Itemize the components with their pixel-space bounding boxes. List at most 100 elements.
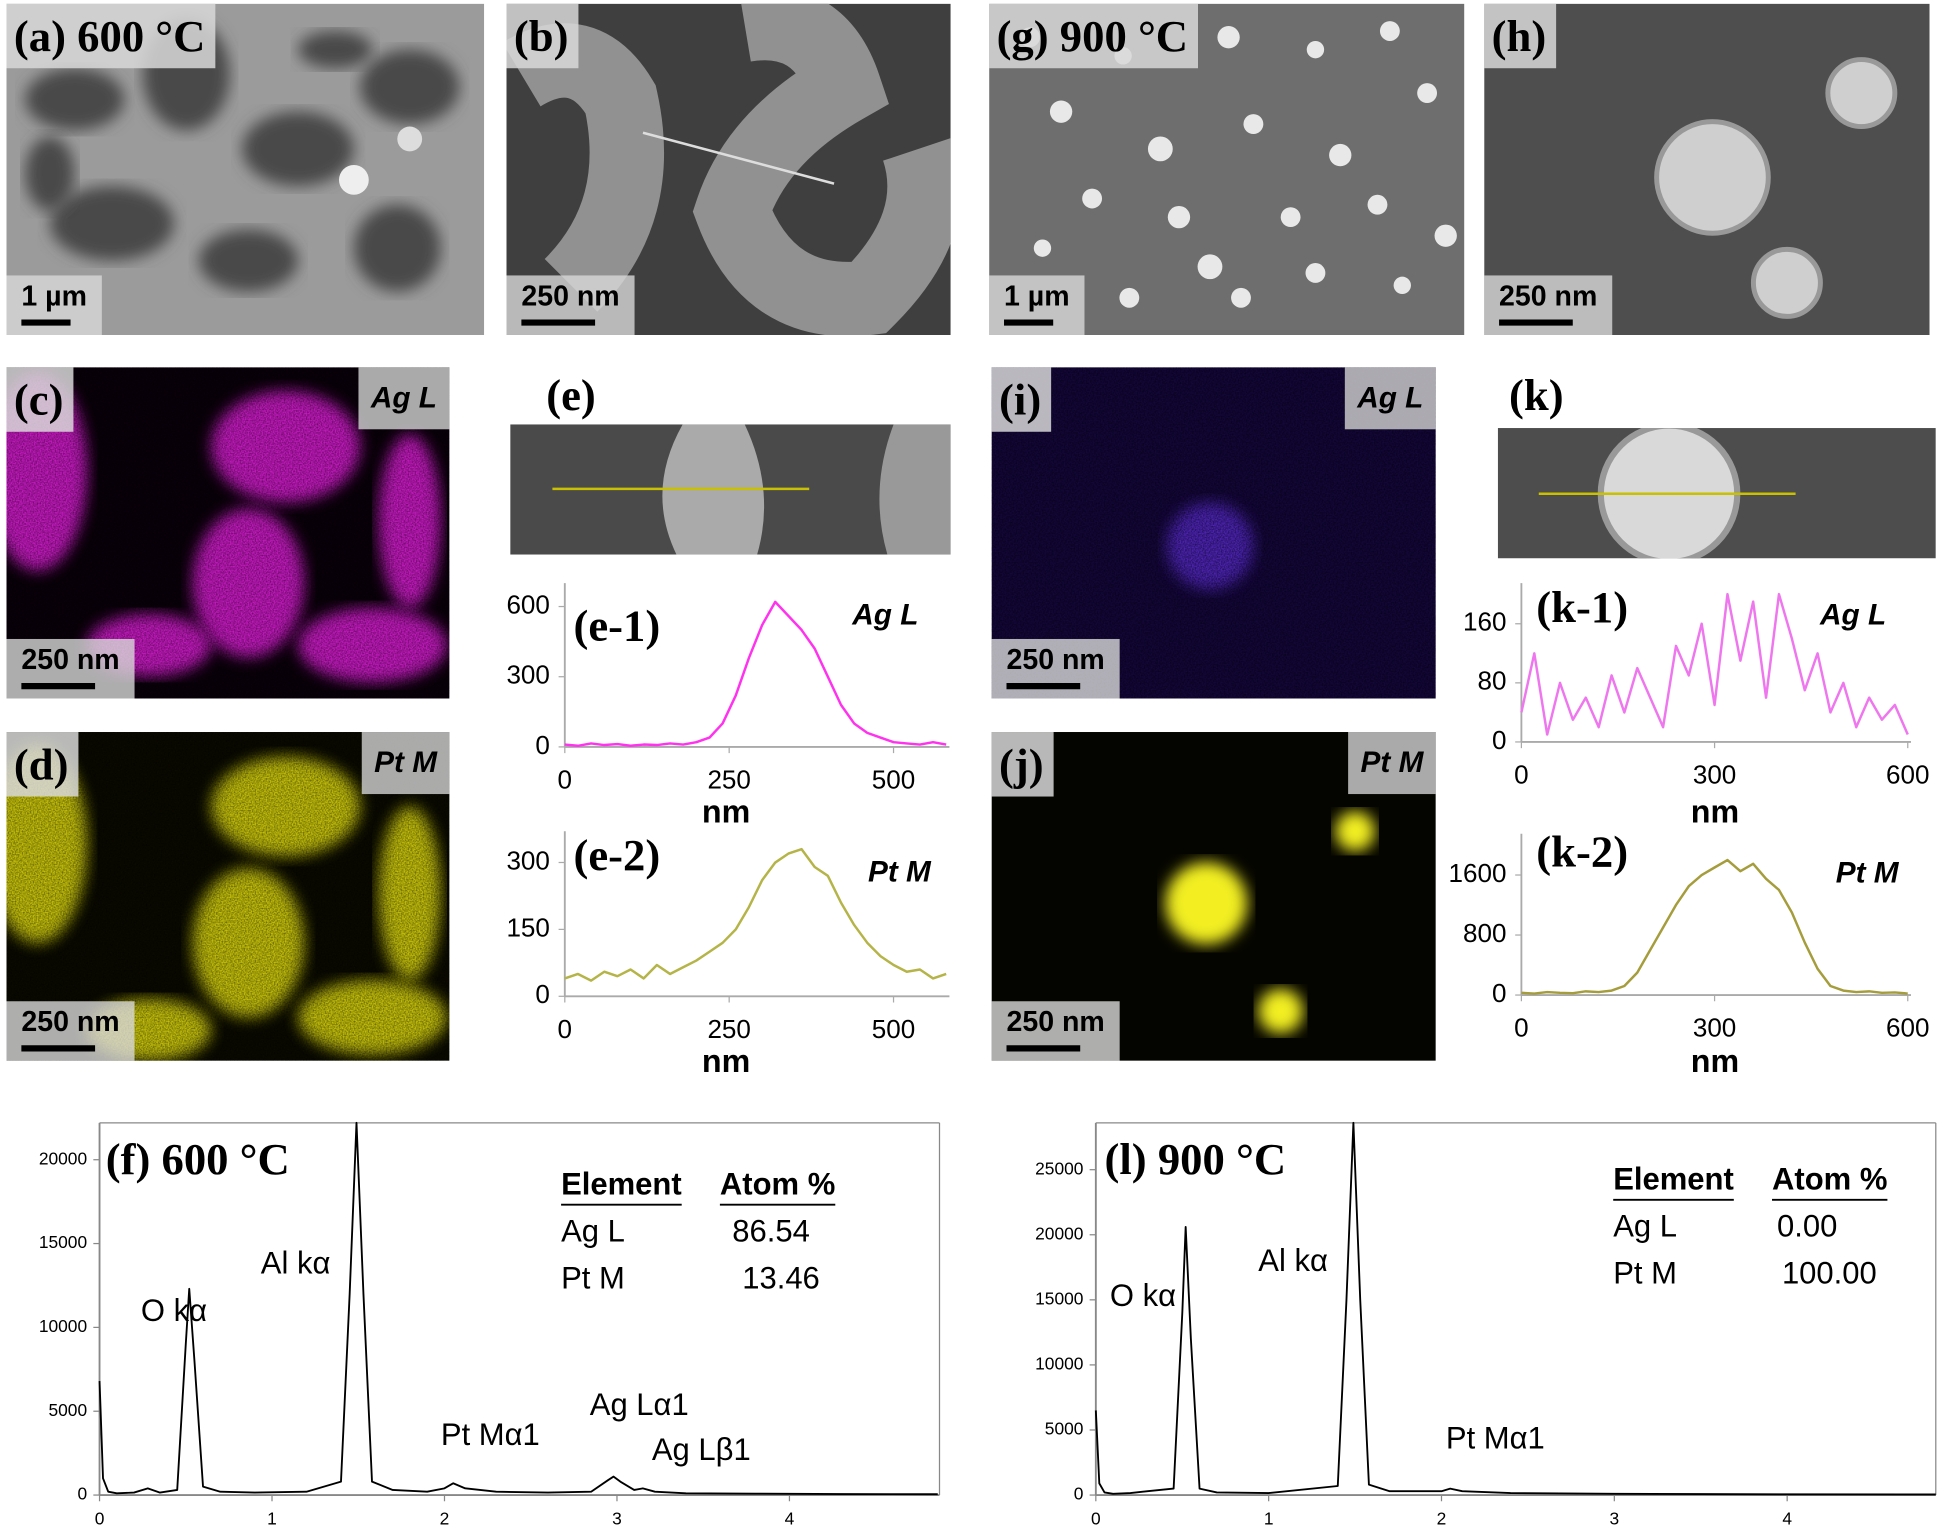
panel-image [510, 424, 951, 555]
y-tick-label: 0 [77, 1484, 87, 1504]
peak-label: Al kα [1258, 1243, 1328, 1278]
map-label-box [1348, 732, 1436, 795]
data-line [1094, 1121, 1936, 1496]
particle [1306, 40, 1325, 59]
table-header: Element [561, 1166, 682, 1201]
y-tick-label: 0 [1492, 978, 1507, 1008]
panel-image [6, 732, 450, 1061]
blob [360, 49, 460, 125]
data-line [564, 847, 947, 982]
scale-bar-label: 250 nm [1006, 644, 1104, 676]
blob [353, 204, 441, 292]
y-tick-label: 15000 [39, 1232, 87, 1252]
panel-label: (g) 900 °C [997, 11, 1188, 61]
x-tick-label: 500 [872, 765, 915, 795]
y-tick-label: 25000 [1035, 1158, 1083, 1178]
x-axis-label: nm [702, 1043, 750, 1079]
panel: (j) 250 nm Pt M [991, 732, 1436, 1061]
label-box [989, 3, 1198, 69]
chart-title: (k-1) [1536, 582, 1628, 632]
table-cell: Ag L [1613, 1208, 1677, 1243]
blob [1165, 862, 1248, 945]
x-tick-label: 600 [1886, 1013, 1929, 1043]
y-tick-label: 10000 [1035, 1353, 1083, 1373]
x-tick-label: 300 [1693, 760, 1736, 790]
particle [1049, 100, 1073, 123]
x-tick-label: 0 [1514, 1013, 1529, 1043]
y-tick-label: 0 [1074, 1484, 1084, 1504]
table-header: Atom % [720, 1166, 835, 1201]
particle [1243, 114, 1264, 134]
chart: 0 150 300 0 250 500 Pt M (e-2) nm [506, 830, 950, 1079]
x-tick-label: 250 [707, 1014, 750, 1044]
peak-label: O kα [1110, 1278, 1176, 1313]
blob [298, 31, 373, 69]
x-tick-label: 0 [95, 1508, 105, 1528]
x-tick-label: 0 [558, 765, 573, 795]
chart-title: (e-1) [573, 601, 660, 651]
map-label: Ag L [1356, 381, 1423, 414]
particle [1393, 276, 1411, 295]
series-label: Ag L [1819, 598, 1886, 631]
x-tick-label: 0 [558, 1014, 573, 1044]
table-cell: Ag L [561, 1213, 625, 1248]
panel: (h) 250 nm [1484, 3, 1930, 335]
data-line [564, 600, 947, 748]
x-tick-label: 250 [707, 765, 750, 795]
series-label: Pt M [1836, 857, 1900, 890]
y-tick-label: 0 [535, 979, 550, 1009]
table-cell: 0.00 [1777, 1208, 1837, 1243]
peak-label: O kα [141, 1293, 207, 1328]
x-tick-label: 3 [1609, 1508, 1619, 1528]
chart-title: (f) 600 °C [106, 1134, 290, 1184]
x-tick-label: 1 [1264, 1508, 1274, 1528]
particle [1033, 239, 1052, 257]
chart: 0 80 160 0 300 600 Ag L (k-1) nm [1463, 582, 1929, 830]
chart: 0 5000 10000 15000 20000 25000 0 1 2 3 4 (l) 900 °C… [1035, 1121, 1937, 1528]
particle [1417, 83, 1438, 103]
panel-label: (c) [14, 375, 64, 425]
x-tick-label: 500 [872, 1014, 915, 1044]
x-tick-label: 1 [267, 1508, 277, 1528]
map-label-box [358, 367, 450, 430]
scale-bar-label: 250 nm [1499, 280, 1597, 312]
y-tick-label: 10000 [39, 1316, 87, 1336]
x-tick-label: 0 [1514, 760, 1529, 790]
blob [198, 229, 299, 292]
particle [1119, 287, 1140, 308]
y-tick-label: 0 [1492, 725, 1507, 755]
scale-bar-label: 1 µm [21, 280, 87, 312]
chart-title: (l) 900 °C [1105, 1134, 1287, 1184]
y-tick-label: 300 [506, 845, 549, 875]
panel-image [1497, 428, 1936, 559]
peak-label: Pt Mα1 [441, 1417, 540, 1452]
particle [1367, 194, 1388, 215]
line-scan [642, 131, 835, 185]
blob [49, 186, 174, 261]
scale-bar-label: 250 nm [21, 1006, 119, 1038]
x-tick-label: 4 [785, 1508, 795, 1528]
peak-label: Al kα [261, 1246, 331, 1281]
blob [25, 68, 125, 131]
label-box [991, 367, 1052, 432]
particle [1197, 254, 1223, 280]
map-label: Pt M [1361, 746, 1425, 779]
y-tick-label: 0 [535, 730, 550, 760]
label-box [6, 732, 79, 797]
table-cell: 86.54 [732, 1213, 810, 1248]
data-line [1521, 858, 1908, 995]
chart: 0 5000 10000 15000 20000 0 1 2 3 4 (f) 600 °C O kα A… [39, 1121, 941, 1528]
label-box [6, 367, 74, 432]
blob [25, 136, 75, 211]
y-tick-label: 150 [506, 912, 549, 942]
scale-bar-label: 250 nm [521, 280, 619, 312]
y-tick-label: 20000 [39, 1148, 87, 1168]
y-tick-label: 160 [1463, 607, 1506, 637]
map-label-box [361, 732, 450, 795]
table-cell: Pt M [561, 1261, 625, 1296]
x-tick-label: 3 [612, 1508, 622, 1528]
y-tick-label: 80 [1478, 666, 1507, 696]
particle [1750, 246, 1823, 319]
map-label: Ag L [370, 381, 437, 414]
